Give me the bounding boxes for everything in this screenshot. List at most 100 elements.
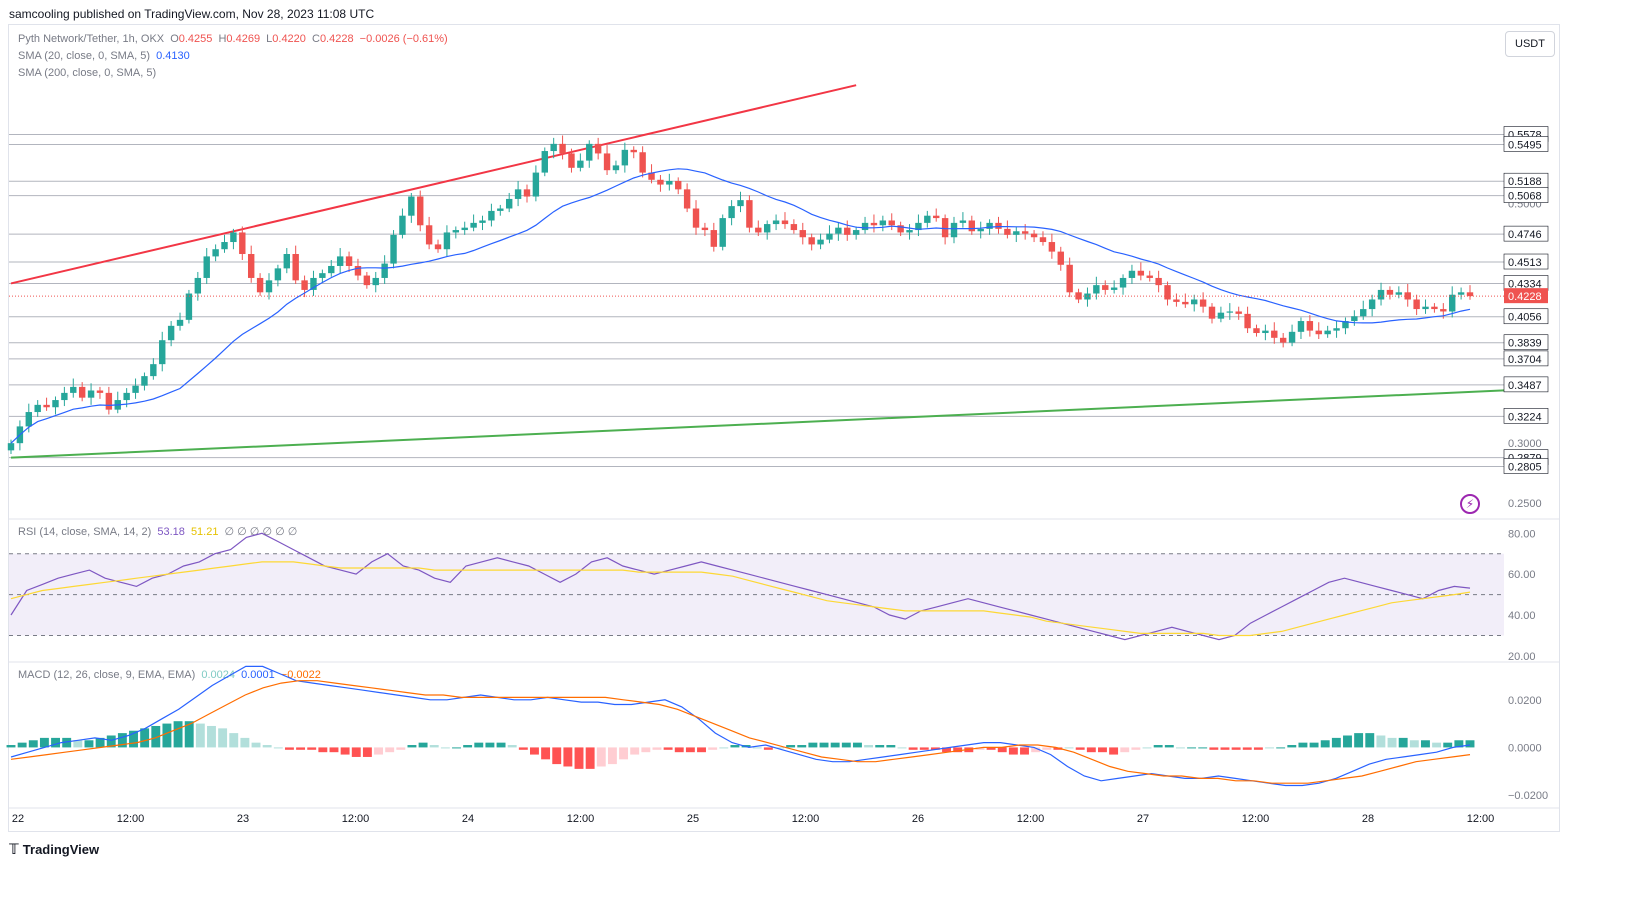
candle-body	[648, 172, 655, 180]
close-label: C	[311, 33, 320, 45]
macd-histogram-bar	[28, 740, 38, 748]
currency-button[interactable]: USDT	[1505, 31, 1555, 57]
candle	[1048, 233, 1056, 259]
macd-histogram-bar	[1120, 747, 1130, 753]
macd-histogram-bar	[73, 740, 83, 748]
candle	[345, 251, 353, 272]
macd-histogram-bar	[329, 747, 339, 753]
macd-histogram-bar	[1164, 745, 1174, 748]
candle	[141, 372, 148, 391]
candle-body	[354, 265, 362, 276]
candle-body	[310, 277, 317, 290]
candle	[265, 273, 273, 300]
macd-histogram-bar	[1265, 747, 1274, 749]
time-axis-tick: 26	[912, 813, 924, 825]
macd-histogram-bar	[1354, 733, 1364, 748]
macd-histogram-bar	[697, 747, 706, 753]
candle-body	[61, 392, 68, 401]
macd-histogram-bar	[62, 737, 72, 748]
macd-histogram-bar	[296, 747, 306, 750]
candle-body	[1004, 228, 1011, 235]
candle-body	[34, 404, 41, 413]
price-level-label: 0.3704	[1508, 354, 1542, 366]
candle	[1466, 285, 1474, 300]
macd-histogram-bar	[396, 747, 406, 750]
candle	[879, 215, 887, 232]
candle-body	[639, 152, 646, 173]
macd-histogram-bar	[1231, 747, 1241, 750]
macd-histogram-bar	[429, 745, 439, 748]
close-value: 0.4228	[319, 33, 354, 45]
candle-body	[488, 210, 495, 221]
candle-body	[425, 225, 433, 245]
candle-body	[941, 218, 949, 238]
price-level-box	[1503, 334, 1549, 351]
candle-body	[1466, 292, 1474, 297]
candle-body	[452, 230, 460, 233]
candle	[203, 248, 210, 284]
candle	[1208, 303, 1216, 324]
candle-body	[995, 222, 1002, 229]
candle	[452, 226, 460, 239]
candle-body	[1093, 285, 1100, 294]
macd-histogram-bar	[1454, 740, 1464, 748]
macd-histogram-bar	[140, 728, 150, 748]
candle	[1306, 315, 1314, 337]
candle-body	[986, 222, 993, 229]
candle-body	[25, 412, 32, 427]
time-axis-tick: 12:00	[792, 813, 820, 825]
price-level-label: 0.2805	[1508, 462, 1542, 474]
candle	[594, 137, 602, 160]
macd-histogram-bar	[641, 747, 651, 753]
resistance-trendline	[10, 84, 857, 285]
candle	[532, 165, 540, 202]
candle-body	[52, 400, 59, 408]
lightning-icon[interactable]: ⚡	[1460, 494, 1480, 514]
macd-legend[interactable]: MACD (12, 26, close, 9, EMA, EMA) 0.0024…	[18, 669, 321, 681]
sma20-legend[interactable]: SMA (20, close, 0, SMA, 5) 0.4130	[18, 50, 190, 62]
macd-histogram-bar	[685, 747, 695, 753]
candle	[1226, 303, 1234, 320]
candle-body	[1271, 330, 1278, 338]
rsi-ma-line	[10, 561, 1471, 637]
price-level-box	[1503, 350, 1549, 367]
macd-histogram-bar	[284, 747, 294, 750]
low-label: L	[266, 33, 273, 45]
candle-body	[194, 277, 202, 294]
sma200-legend[interactable]: SMA (200, close, 0, SMA, 5)	[18, 67, 156, 79]
candle	[550, 137, 557, 159]
candle	[434, 239, 442, 253]
candle	[461, 221, 468, 235]
macd-histogram-bar	[452, 747, 461, 749]
macd-histogram-bar	[407, 745, 417, 748]
candle	[746, 195, 753, 233]
macd-histogram-bar	[273, 747, 283, 749]
macd-histogram-bar	[173, 721, 183, 748]
macd-histogram-bar	[17, 742, 27, 748]
candle-body	[274, 268, 282, 281]
candle-body	[1226, 311, 1234, 313]
open-value: 0.4255	[178, 33, 213, 45]
macd-histogram-bar	[930, 747, 940, 750]
macd-histogram-bar	[84, 740, 94, 748]
candle	[559, 135, 566, 160]
rsi-legend[interactable]: RSI (14, close, SMA, 14, 2) 53.18 51.21 …	[18, 525, 297, 538]
candle	[247, 245, 255, 283]
macd-histogram-bar	[1075, 747, 1085, 750]
macd-histogram-bar	[340, 747, 350, 755]
price-level-label: 0.5188	[1508, 176, 1542, 188]
candle-body	[292, 254, 299, 281]
macd-histogram-bar	[1420, 740, 1430, 748]
publisher-line: samcooling published on TradingView.com,…	[9, 7, 375, 21]
candle	[1271, 322, 1278, 344]
candle	[666, 173, 673, 191]
candle-body	[817, 239, 824, 245]
candle	[710, 222, 718, 252]
candle	[363, 271, 371, 289]
symbol-label[interactable]: Pyth Network/Tether, 1h, OKX	[18, 33, 165, 45]
macd-histogram-bar	[652, 747, 662, 750]
macd-histogram-bar	[607, 747, 617, 765]
macd-histogram-bar	[374, 747, 383, 755]
candle-body	[888, 220, 895, 226]
candle	[328, 259, 335, 277]
